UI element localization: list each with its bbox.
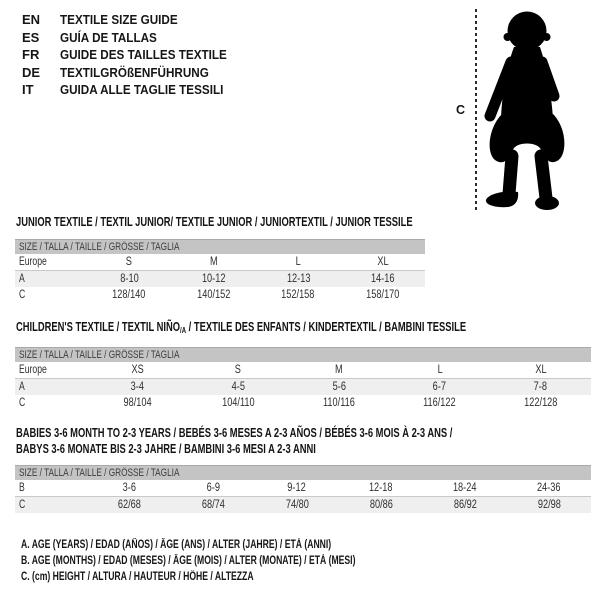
section-title-text: BABIES 3-6 MONTH TO 2-3 YEARS / BEBÉS 3-…	[16, 426, 453, 440]
size-cell: L	[295, 256, 301, 268]
size-header-text: SIZE / TALLA / TAILLE / GRÖSSE / TAGLIA	[19, 349, 180, 361]
row-label: Europe	[19, 256, 47, 268]
size-cell: 8-10	[120, 273, 139, 285]
size-cell: 122/128	[523, 397, 558, 409]
language-label: GUIDE DES TAILLES TEXTILE	[60, 47, 227, 62]
table-row: A 3-4 4-5 5-6 6-7 7-8	[15, 379, 591, 395]
size-cell: XL	[377, 256, 389, 268]
size-table-header: SIZE / TALLA / TAILLE / GRÖSSE / TAGLIA	[15, 347, 591, 362]
language-label: GUIDA ALLE TAGLIE TESSILI	[60, 82, 224, 97]
size-cell: 24-36	[537, 482, 561, 494]
language-row: FR GUIDE DES TAILLES TEXTILE	[22, 46, 245, 64]
row-label: A	[19, 381, 25, 393]
language-code: ES	[22, 29, 40, 45]
size-cell: 14-16	[370, 273, 395, 285]
size-cell: 128/140	[112, 289, 146, 301]
size-cell: S	[126, 256, 133, 268]
size-cell: 68/74	[201, 499, 225, 511]
size-table-babies: SIZE / TALLA / TAILLE / GRÖSSE / TAGLIA …	[15, 465, 591, 513]
section-title-babies: BABIES 3-6 MONTH TO 2-3 YEARS / BEBÉS 3-…	[16, 425, 598, 457]
size-cell: 3-6	[122, 482, 136, 494]
language-label: TEXTILGRÖßENFÜHRUNG	[60, 64, 209, 80]
section-title-text: BABYS 3-6 MONATE BIS 2-3 JAHRE / BAMBINI…	[16, 442, 316, 456]
size-cell: M	[209, 256, 218, 268]
table-row: Europe S M L XL	[15, 254, 425, 271]
size-header-text: SIZE / TALLA / TAILLE / GRÖSSE / TAGLIA	[19, 241, 180, 253]
height-measure-line	[475, 9, 477, 211]
size-cell: 74/80	[285, 499, 309, 511]
language-code: DE	[22, 64, 41, 80]
size-table-junior: SIZE / TALLA / TAILLE / GRÖSSE / TAGLIA …	[15, 239, 425, 303]
row-label: Europe	[19, 364, 47, 376]
size-table-children: SIZE / TALLA / TAILLE / GRÖSSE / TAGLIA …	[15, 347, 591, 411]
language-code: FR	[22, 47, 40, 62]
language-row: ES GUÍA DE TALLAS	[22, 29, 245, 47]
size-cell: 152/158	[281, 289, 315, 301]
size-cell: 3-4	[130, 381, 145, 393]
size-cell: 6-9	[206, 482, 220, 494]
size-cell: 140/152	[197, 289, 231, 301]
size-cell: XS	[131, 364, 144, 376]
section-title-junior: JUNIOR TEXTILE / TEXTIL JUNIOR/ TEXTILE …	[16, 214, 545, 230]
size-cell: 158/170	[366, 289, 400, 301]
size-cell: 18-24	[453, 482, 477, 494]
footnote-a: A. AGE (YEARS) / EDAD (AÑOS) / ÂGE (ANS)…	[21, 539, 332, 551]
size-cell: S	[235, 364, 242, 376]
table-row: C 62/68 68/74 74/80 80/86 86/92 92/98	[15, 497, 591, 513]
row-label: C	[19, 397, 26, 409]
size-cell: XL	[534, 364, 547, 376]
size-cell: 62/68	[117, 499, 141, 511]
baby-silhouette-icon	[484, 11, 565, 210]
language-code: IT	[22, 82, 34, 97]
footnote-c: C. (cm) HEIGHT / ALTURA / HAUTEUR / HÖHE…	[21, 571, 254, 583]
size-cell: 9-12	[287, 482, 307, 494]
row-label: B	[19, 482, 25, 494]
size-table-header: SIZE / TALLA / TAILLE / GRÖSSE / TAGLIA	[15, 465, 591, 480]
size-cell: 12-13	[286, 273, 311, 285]
section-title-text: JUNIOR TEXTILE / TEXTIL JUNIOR/ TEXTILE …	[16, 215, 413, 229]
size-header-text: SIZE / TALLA / TAILLE / GRÖSSE / TAGLIA	[19, 467, 180, 479]
language-label: TEXTILE SIZE GUIDE	[60, 12, 178, 27]
table-row: Europe XS S M L XL	[15, 362, 591, 379]
size-cell: 5-6	[332, 381, 346, 393]
table-row: C 98/104 104/110 110/116 116/122 122/128	[15, 395, 591, 411]
language-row: IT GUIDA ALLE TAGLIE TESSILI	[22, 81, 245, 99]
size-cell: 4-5	[231, 381, 245, 393]
size-cell: L	[437, 364, 443, 376]
size-cell: 7-8	[533, 381, 548, 393]
table-row: A 8-10 10-12 12-13 14-16	[15, 271, 425, 287]
size-cell: M	[335, 364, 343, 376]
table-row: B 3-6 6-9 9-12 12-18 18-24 24-36	[15, 480, 591, 497]
language-list: EN TEXTILE SIZE GUIDE ES GUÍA DE TALLAS …	[22, 11, 245, 99]
height-label-c: C	[456, 103, 466, 117]
row-label: A	[19, 273, 25, 285]
size-cell: 104/110	[221, 397, 255, 409]
size-cell: 86/92	[453, 499, 477, 511]
size-cell: 10-12	[201, 273, 226, 285]
size-cell: 12-18	[369, 482, 393, 494]
row-label: C	[19, 289, 26, 301]
size-cell: 6-7	[433, 381, 447, 393]
language-label: GUÍA DE TALLAS	[60, 29, 157, 45]
size-cell: 80/86	[369, 499, 393, 511]
row-label: C	[19, 499, 26, 511]
section-title-text: CHILDREN'S TEXTILE / TEXTIL NIÑO/A / TEX…	[16, 320, 467, 335]
size-table-header: SIZE / TALLA / TAILLE / GRÖSSE / TAGLIA	[15, 239, 425, 254]
table-row: C 128/140 140/152 152/158 158/170	[15, 287, 425, 303]
size-cell: 92/98	[537, 499, 561, 511]
size-cell: 98/104	[123, 397, 152, 409]
size-cell: 116/122	[423, 397, 457, 409]
language-row: DE TEXTILGRÖßENFÜHRUNG	[22, 64, 245, 82]
footnotes: A. AGE (YEARS) / EDAD (AÑOS) / ÂGE (ANS)…	[21, 537, 467, 585]
section-title-children: CHILDREN'S TEXTILE / TEXTIL NIÑO/A / TEX…	[16, 319, 600, 339]
language-code: EN	[22, 12, 41, 27]
size-cell: 110/116	[323, 397, 355, 409]
language-row: EN TEXTILE SIZE GUIDE	[22, 11, 245, 29]
footnote-b: B. AGE (MONTHS) / EDAD (MESES) / ÂGE (MO…	[21, 555, 356, 567]
